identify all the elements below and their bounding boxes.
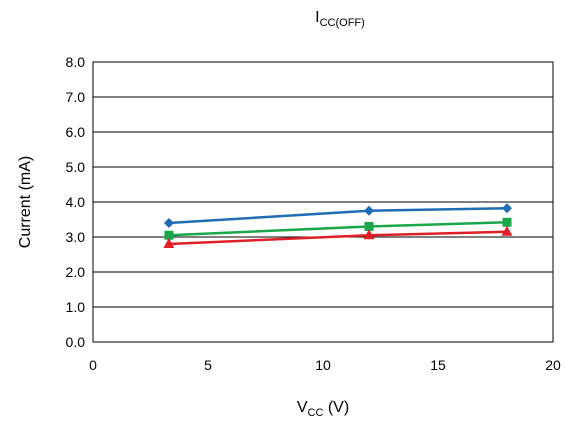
x-tick-label: 5 [204,357,212,373]
x-tick-label: 20 [545,357,561,373]
data-point [503,218,512,227]
y-tick-label: 8.0 [66,54,86,70]
y-tick-label: 1.0 [66,299,86,315]
x-axis-label-suffix: (V) [323,399,349,416]
y-tick-label: 0.0 [66,334,86,350]
x-tick-label: 0 [89,357,97,373]
chart-title: ICC(OFF) [315,9,365,29]
data-point [164,218,174,228]
data-point [502,203,512,213]
y-tick-label: 5.0 [66,159,86,175]
y-tick-label: 4.0 [66,194,86,210]
y-tick-label: 6.0 [66,124,86,140]
x-tick-label: 15 [430,357,446,373]
x-tick-label: 10 [315,357,331,373]
data-point [364,206,374,216]
y-tick-label: 7.0 [66,89,86,105]
y-tick-label: 3.0 [66,229,86,245]
y-axis-label: Current (mA) [17,156,34,248]
x-axis-label-sub: CC [308,407,324,419]
x-axis-label: VCC (V) [297,399,349,419]
grid [93,62,553,342]
y-tick-label: 2.0 [66,264,86,280]
series-group [163,203,512,248]
series-line-1 [169,208,507,223]
chart-title-sub: CC(OFF) [320,17,365,29]
x-axis-label-main: V [297,399,308,416]
